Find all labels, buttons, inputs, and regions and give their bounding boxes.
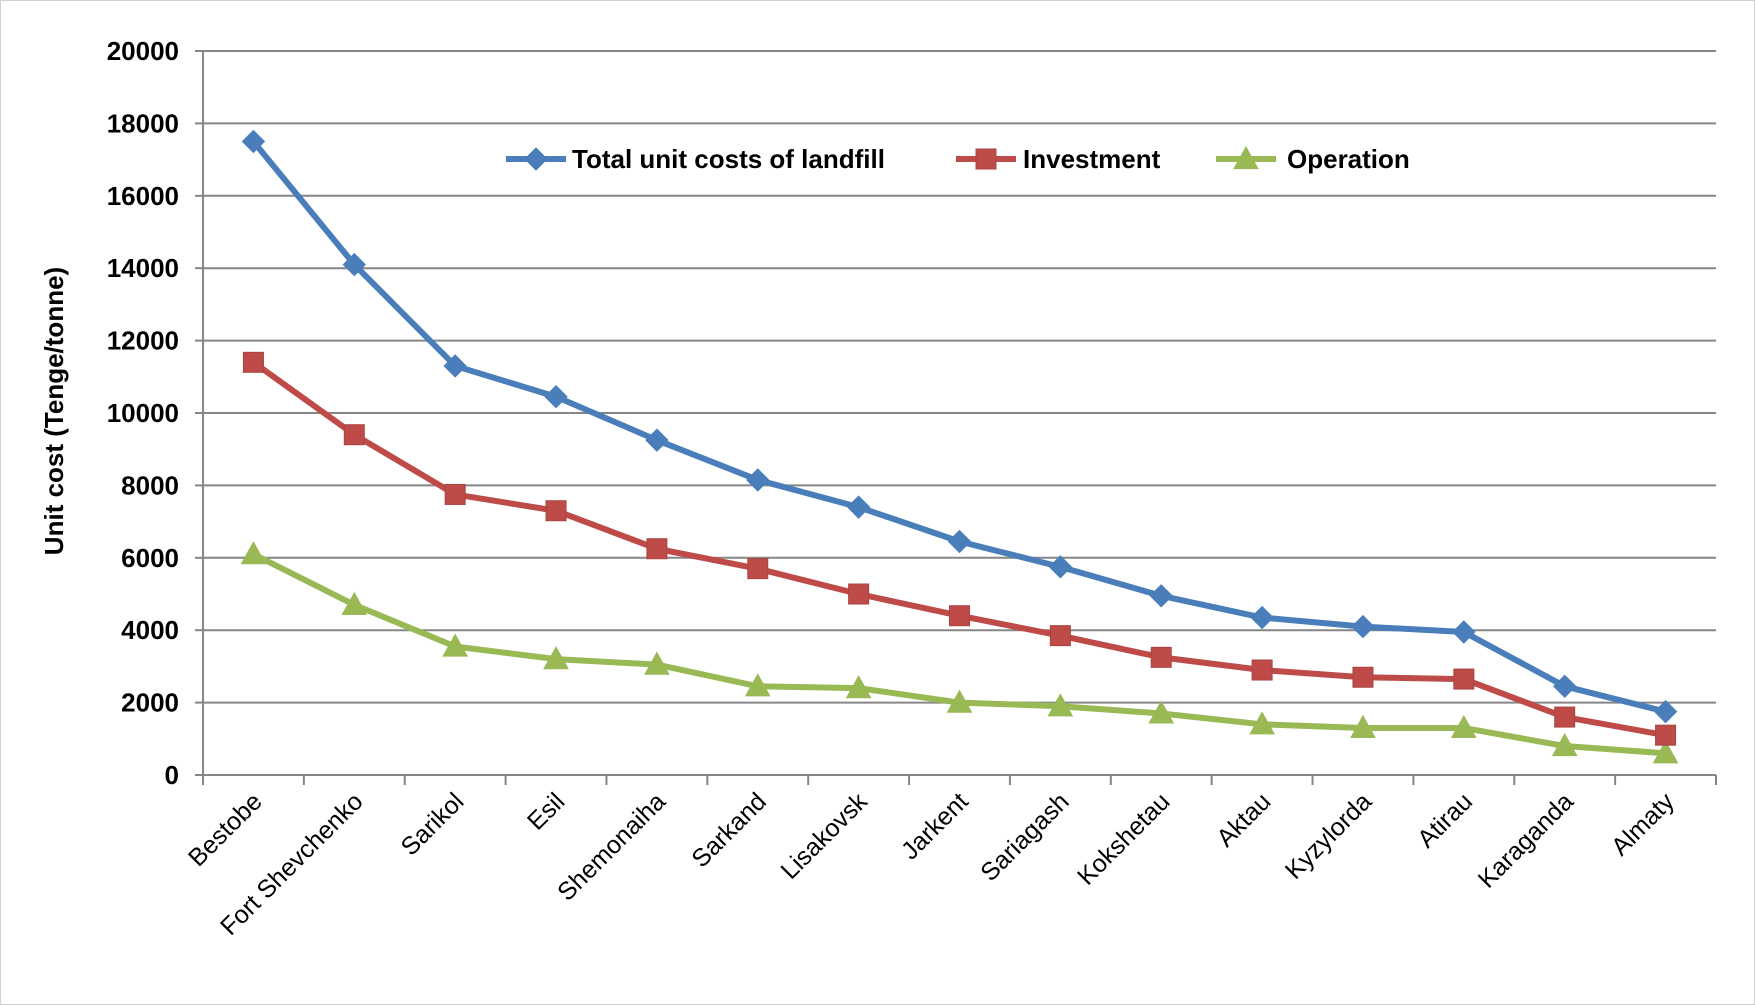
series-1 (242, 351, 1677, 746)
y-tick-label: 4000 (121, 615, 179, 645)
x-tick-label: Karaganda (1473, 787, 1579, 893)
x-tick-label: Bestobe (183, 787, 268, 872)
data-point (1551, 733, 1578, 757)
data-point (341, 591, 368, 615)
legend: Total unit costs of landfill Investment Op… (506, 144, 1410, 174)
legend-label: Operation (1287, 144, 1410, 174)
data-point (845, 675, 872, 699)
x-tick-label: Esil (522, 787, 570, 835)
data-point (1653, 699, 1678, 724)
data-point (949, 605, 970, 627)
y-tick-label: 2000 (121, 688, 179, 718)
x-tick-label: Aktau (1211, 787, 1276, 852)
data-point (1452, 620, 1476, 644)
data-point (242, 351, 264, 373)
y-axis-title: Unit cost (Tenge/tonne) (39, 267, 69, 555)
legend-label: Total unit costs of landfill (572, 144, 885, 174)
data-point (1350, 714, 1376, 739)
gridlines (203, 50, 1716, 704)
data-point (848, 583, 870, 605)
data-point (544, 385, 568, 409)
x-tick-label: Sariagash (975, 787, 1074, 886)
legend-label: Investment (1023, 144, 1161, 174)
data-point (1655, 724, 1677, 746)
x-tick-label: Kyzylorda (1280, 787, 1377, 884)
data-point (545, 500, 567, 522)
data-point (1552, 674, 1577, 699)
legend-item: Investment (956, 144, 1161, 174)
data-point (746, 468, 770, 492)
data-point (443, 354, 467, 378)
data-point (1250, 605, 1274, 630)
x-tick-label: Lisakovsk (775, 787, 873, 885)
data-point (1150, 646, 1172, 668)
data-point (1249, 711, 1275, 735)
series-0 (241, 129, 1678, 724)
data-point (543, 646, 569, 670)
data-point (240, 541, 267, 565)
data-point (744, 673, 771, 697)
data-point (442, 633, 469, 657)
data-point (1351, 614, 1375, 639)
x-tick-label: Sarikol (396, 787, 470, 861)
x-tick-label: Sarkand (686, 787, 772, 873)
data-point (645, 428, 669, 452)
data-point (1251, 659, 1273, 681)
data-point (946, 689, 973, 713)
data-point (1149, 584, 1173, 608)
legend-marker (975, 148, 997, 170)
y-tick-label: 16000 (107, 181, 179, 211)
data-point (1048, 555, 1073, 579)
axes: 0 2000 4000 6000 8000 10000 12000 14000 16000 180… (107, 36, 1717, 941)
data-point (646, 538, 668, 560)
series-2 (240, 541, 1679, 764)
x-tick-label: Atirau (1412, 787, 1478, 853)
data-point (343, 424, 365, 446)
x-tick-label: Almaty (1606, 787, 1680, 861)
data-point (747, 558, 769, 580)
y-tick-label: 6000 (121, 543, 179, 573)
series-layer (240, 129, 1679, 764)
y-tick-label: 10000 (107, 398, 179, 428)
x-tick-label: Shemonaiha (552, 787, 671, 906)
data-point (1352, 666, 1374, 688)
data-point (1047, 693, 1074, 717)
data-point (342, 252, 367, 277)
y-tick-label: 18000 (107, 108, 179, 138)
legend-marker (524, 147, 548, 171)
x-tick-label: Jarkent (896, 787, 974, 865)
data-point (1554, 706, 1576, 728)
data-point (1049, 625, 1071, 647)
data-point (947, 529, 972, 554)
data-point (1453, 668, 1475, 690)
data-point (644, 651, 670, 675)
data-point (1450, 714, 1477, 739)
data-point (1148, 700, 1175, 724)
x-tick-label: Kokshetau (1072, 787, 1175, 890)
y-tick-label: 20000 (107, 36, 179, 66)
legend-item: Operation (1216, 144, 1410, 174)
y-tick-label: 0 (165, 760, 179, 790)
data-point (846, 495, 871, 519)
y-tick-label: 12000 (107, 326, 179, 356)
legend-marker (1233, 145, 1259, 170)
data-point (444, 483, 466, 505)
y-tick-label: 14000 (107, 253, 179, 283)
data-point (1652, 740, 1679, 764)
y-tick-label: 8000 (121, 470, 179, 500)
legend-item: Total unit costs of landfill (506, 144, 885, 174)
data-point (241, 129, 266, 154)
